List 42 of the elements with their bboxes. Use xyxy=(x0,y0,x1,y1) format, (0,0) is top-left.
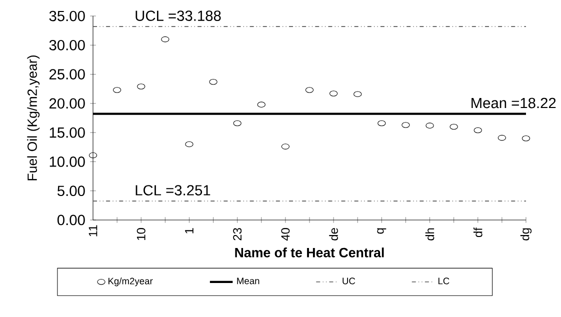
y-tick-label: 25.00 xyxy=(49,69,85,80)
annotation: LCL =3.251 xyxy=(136,185,210,196)
legend-label: Kg/m2year xyxy=(108,278,153,286)
legend-label: LC xyxy=(438,278,450,284)
y-tick-label: 5.00 xyxy=(57,186,85,196)
legend-label: UC xyxy=(342,278,356,284)
y-tick-label: 20.00 xyxy=(49,98,85,109)
point xyxy=(137,84,146,90)
point xyxy=(185,141,194,148)
x-tick-label: 23 xyxy=(233,228,242,240)
x-tick-label: 1 xyxy=(185,228,194,234)
point xyxy=(354,91,362,98)
point xyxy=(88,152,98,158)
point xyxy=(402,122,410,128)
x-tick-label: 40 xyxy=(281,228,290,241)
point xyxy=(474,127,482,134)
y-tick-label: 15.00 xyxy=(50,127,85,138)
point xyxy=(426,122,434,128)
annotation: Mean =18.22 xyxy=(472,98,556,108)
point xyxy=(522,135,530,142)
point xyxy=(257,102,266,108)
point xyxy=(450,124,458,130)
annotation: UCL =33.188 xyxy=(136,10,221,21)
y-tick-label: 0.00 xyxy=(57,214,85,226)
x-tick-label: 11 xyxy=(88,225,98,236)
x-tick-label: dh xyxy=(425,228,434,240)
point xyxy=(209,78,218,85)
point xyxy=(233,120,242,126)
y-axis-title: Fuel Oil (Kg/m2,year) xyxy=(27,55,40,180)
point xyxy=(498,134,506,141)
x-axis-title: Name of te Heat Central xyxy=(235,248,384,258)
x-tick-label: df xyxy=(473,228,482,238)
y-tick-label: 30.00 xyxy=(49,40,85,50)
y-tick-label: 10.00 xyxy=(50,156,85,167)
y-tick-label: 35.00 xyxy=(49,10,85,22)
x-tick-label: q xyxy=(377,228,386,234)
x-tick-label: de xyxy=(329,228,338,240)
point xyxy=(161,36,170,42)
point xyxy=(378,120,386,126)
x-tick-label: dg xyxy=(520,228,532,240)
legend-label: Mean xyxy=(237,278,260,284)
x-tick-label: 10 xyxy=(136,228,146,240)
